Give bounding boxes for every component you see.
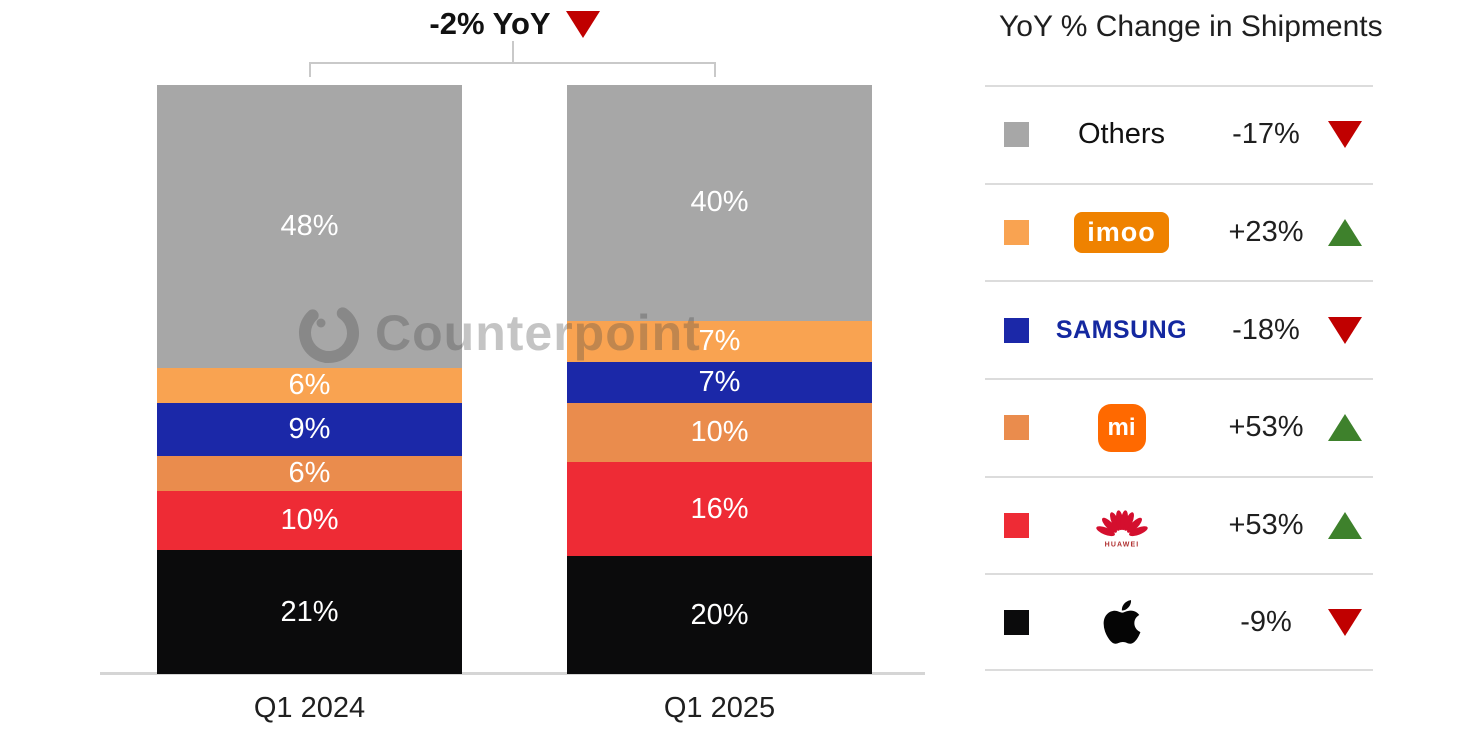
down-triangle-icon — [1328, 121, 1362, 149]
huawei-logo: HUAWEI — [1094, 497, 1150, 555]
legend-swatch-imoo — [1004, 220, 1029, 246]
legend-title: YoY % Change in Shipments — [999, 10, 1383, 43]
bar-segment-apple-q1-2024: 21% — [157, 550, 462, 674]
svg-text:HUAWEI: HUAWEI — [1104, 541, 1139, 548]
legend-brand-others: Others — [1029, 118, 1214, 151]
imoo-logo: imoo — [1074, 212, 1169, 253]
legend-brand-huawei: HUAWEI — [1029, 497, 1214, 555]
legend-swatch-huawei — [1004, 513, 1029, 539]
up-triangle-icon — [1328, 512, 1362, 540]
legend-rows: Others -17% imoo +23% SAMSUNG -18% mi +53% HUAWE… — [985, 85, 1373, 672]
legend-row-huawei: HUAWEI +53% — [985, 475, 1373, 574]
apple-logo-icon — [1102, 597, 1142, 647]
bar-segment-xiaomi-q1-2024: 6% — [157, 456, 462, 492]
segment-value-label: 7% — [698, 324, 741, 357]
xiaomi-logo: mi — [1097, 403, 1146, 452]
legend-brand-samsung: SAMSUNG — [1029, 316, 1214, 345]
legend-brand-apple — [1029, 597, 1214, 647]
legend-row-xiaomi: mi +53% — [985, 378, 1373, 476]
bar-segment-samsung-q1-2025: 7% — [567, 361, 872, 404]
segment-value-label: 9% — [288, 413, 331, 446]
segment-value-label: 48% — [280, 209, 339, 242]
bar-segment-huawei-q1-2025: 16% — [567, 461, 872, 557]
legend-row-apple: -9% — [985, 573, 1373, 672]
samsung-logo: SAMSUNG — [1055, 315, 1188, 344]
legend-change-apple: -9% — [1240, 605, 1292, 638]
legend-row-imoo: imoo +23% — [985, 182, 1373, 281]
legend-change-samsung: -18% — [1232, 313, 1300, 346]
x-label-q1-2025: Q1 2025 — [663, 692, 776, 724]
legend-brand-xiaomi: mi — [1029, 403, 1214, 452]
legend-brand-imoo: imoo — [1029, 212, 1214, 253]
segment-value-label: 16% — [690, 492, 749, 525]
segment-value-label: 7% — [698, 365, 741, 398]
legend-swatch-others — [1004, 122, 1029, 148]
segment-value-label: 6% — [288, 457, 331, 490]
legend-trend-cell — [1318, 414, 1372, 442]
bar-segment-others-q1-2024: 48% — [157, 85, 462, 368]
down-triangle-icon — [1328, 608, 1362, 636]
segment-value-label: 21% — [280, 595, 339, 628]
segment-value-label: 40% — [690, 186, 749, 219]
legend-swatch-xiaomi — [1004, 415, 1029, 441]
legend-row-samsung: SAMSUNG -18% — [985, 280, 1373, 378]
segment-value-label: 10% — [280, 504, 339, 537]
bar-segment-apple-q1-2025: 20% — [567, 556, 872, 674]
legend-swatch-samsung — [1004, 317, 1029, 343]
bracket-tick-left — [309, 62, 311, 77]
legend-change-xiaomi: +53% — [1228, 411, 1304, 444]
bracket-line — [309, 62, 716, 64]
bar-segment-imoo-q1-2024: 6% — [157, 367, 462, 404]
bar-segment-samsung-q1-2024: 9% — [157, 403, 462, 457]
legend-brand-label: Others — [1077, 118, 1166, 151]
up-triangle-icon — [1328, 414, 1362, 442]
bar-segment-xiaomi-q1-2025: 10% — [567, 403, 872, 462]
segment-value-label: 20% — [690, 598, 749, 631]
legend-change-huawei: +53% — [1228, 509, 1304, 542]
bracket-tick-right — [714, 62, 716, 77]
down-triangle-icon — [565, 10, 600, 38]
bar-segment-huawei-q1-2024: 10% — [157, 491, 462, 551]
legend-trend-cell — [1318, 121, 1372, 149]
chart-headline: -2% YoY — [157, 4, 872, 44]
legend-trend-cell — [1318, 512, 1372, 540]
x-label-q1-2024: Q1 2024 — [253, 692, 366, 724]
legend-panel: YoY % Change in Shipments Others -17% imoo… — [985, 0, 1383, 672]
bar-q1-2025: 40% 7% 7% 10% 16% 20% — [567, 85, 872, 674]
bar-segment-imoo-q1-2025: 7% — [567, 320, 872, 362]
legend-change-imoo: +23% — [1228, 216, 1304, 249]
legend-row-others: Others -17% — [985, 85, 1373, 183]
down-triangle-icon — [1328, 316, 1362, 344]
up-triangle-icon — [1328, 219, 1362, 247]
legend-trend-cell — [1318, 608, 1372, 636]
legend-trend-cell — [1318, 316, 1372, 344]
bar-q1-2024: 48% 6% 9% 6% 10% 21% — [157, 85, 462, 674]
segment-value-label: 10% — [690, 415, 749, 448]
legend-change-others: -17% — [1232, 118, 1300, 151]
segment-value-label: 6% — [288, 368, 331, 401]
x-axis-line — [100, 672, 925, 675]
bracket-stem — [512, 41, 514, 62]
legend-trend-cell — [1318, 219, 1372, 247]
bar-segment-others-q1-2025: 40% — [567, 85, 872, 321]
chart-title: -2% YoY — [429, 6, 551, 41]
legend-swatch-apple — [1004, 609, 1029, 635]
